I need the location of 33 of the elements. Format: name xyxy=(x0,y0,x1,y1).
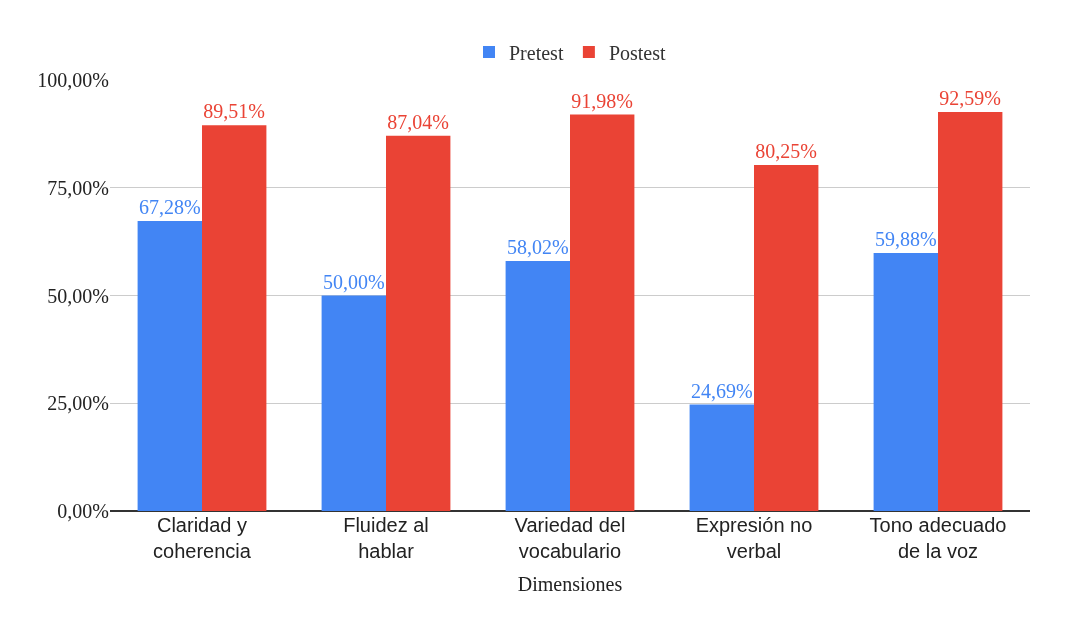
x-tick-label: Tono adecuado de la voz xyxy=(869,514,1007,562)
y-tick-label: 25,00% xyxy=(47,392,109,415)
y-tick-label: 0,00% xyxy=(57,500,109,522)
bar xyxy=(137,221,202,511)
x-tick-label: Expresión no verbal xyxy=(695,514,813,562)
data-label: 24,69% xyxy=(690,379,753,402)
data-label: 87,04% xyxy=(387,110,450,133)
y-tick-label: 100,00% xyxy=(37,69,109,91)
bar xyxy=(873,252,938,511)
bar xyxy=(321,295,386,511)
bar xyxy=(202,125,267,511)
data-label: 50,00% xyxy=(322,270,385,293)
bar xyxy=(386,135,451,511)
x-axis-title: Dimensiones xyxy=(517,572,623,595)
bar xyxy=(505,260,570,511)
x-tick-label: Variedad del vocabulario xyxy=(514,514,626,562)
legend-label: Pretest xyxy=(509,41,564,64)
data-label: 89,51% xyxy=(203,100,266,123)
y-tick-label: 50,00% xyxy=(47,284,109,307)
x-tick-label: Fluidez al hablar xyxy=(343,514,429,562)
data-label: 91,98% xyxy=(571,89,634,112)
data-label: 92,59% xyxy=(939,86,1002,109)
data-label: 59,88% xyxy=(874,227,937,250)
data-label: 80,25% xyxy=(755,140,818,163)
data-label: 67,28% xyxy=(138,196,201,219)
x-tick-label: Claridad y coherencia xyxy=(153,514,252,562)
data-label: 58,02% xyxy=(506,235,569,258)
legend-label: Postest xyxy=(608,41,666,64)
bar xyxy=(570,114,635,511)
y-tick-label: 75,00% xyxy=(47,176,109,199)
bar xyxy=(689,404,754,511)
bar xyxy=(754,165,819,511)
bar xyxy=(938,111,1003,511)
